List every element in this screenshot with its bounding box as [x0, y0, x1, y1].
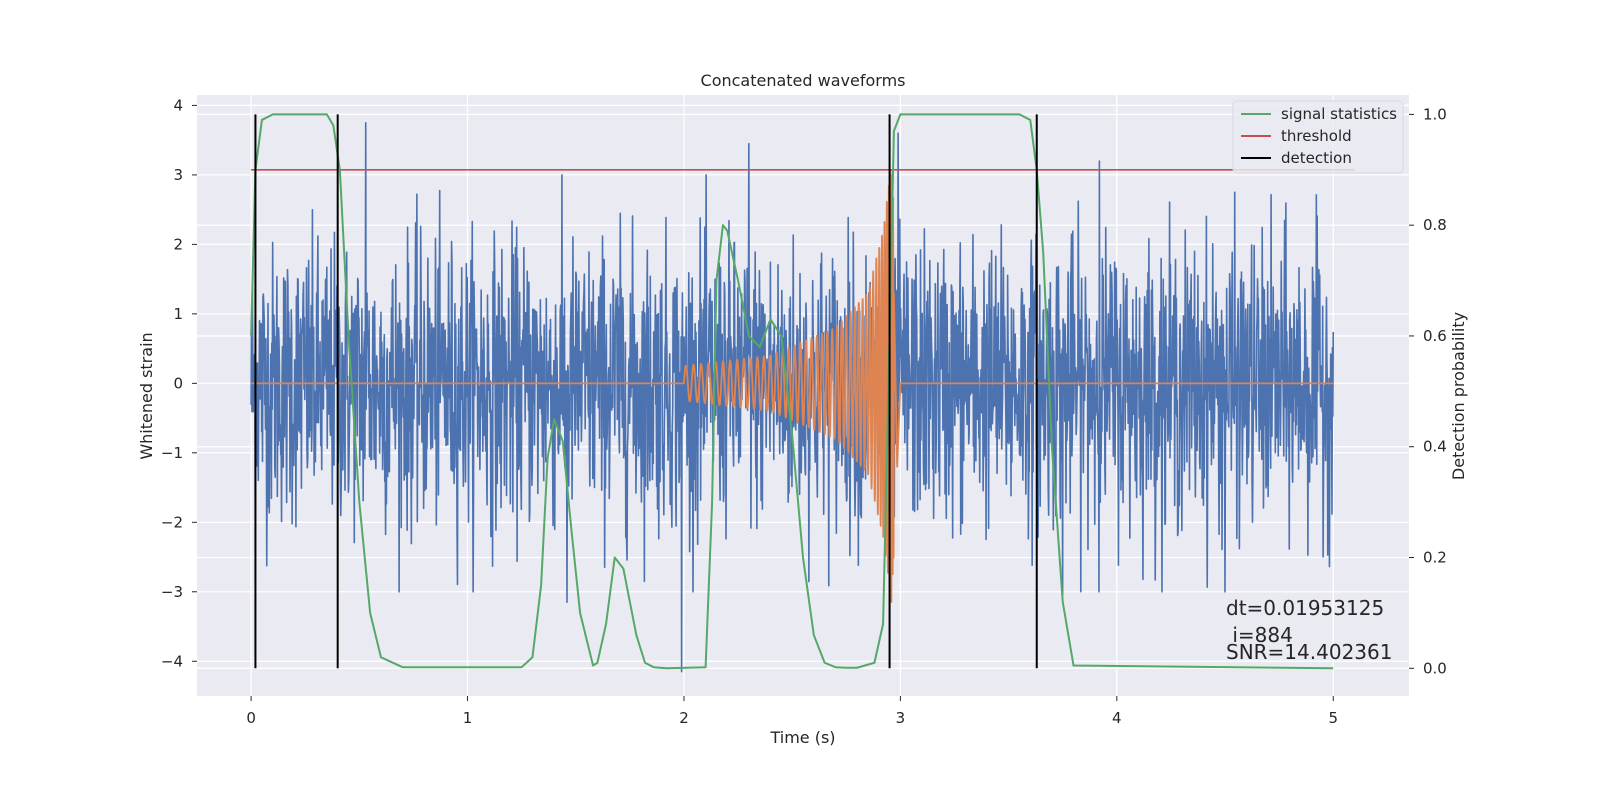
x-axis-title: Time (s) [769, 728, 835, 747]
y-tick-label-left: −1 [161, 444, 183, 462]
y-tick-label-right: 0.6 [1423, 327, 1447, 345]
y-tick-label-left: −4 [161, 652, 183, 670]
annotation-line: dt=0.01953125 [1226, 596, 1384, 620]
legend-label: signal statistics [1281, 105, 1397, 123]
annotation-line: SNR=14.402361 [1226, 640, 1392, 664]
legend-label: threshold [1281, 127, 1352, 145]
y-tick-label-left: −2 [161, 513, 183, 531]
x-tick-label: 5 [1328, 709, 1338, 727]
x-tick-label: 4 [1112, 709, 1122, 727]
tick-layer: 0 1 2 3 4 5 −4 −3 −2 −1 0 1 2 3 4 0.0 0.2 0.4 0.6 0.8 1.0 [161, 96, 1447, 727]
y-tick-label-right: 0.8 [1423, 216, 1447, 234]
y-tick-label-right: 1.0 [1423, 105, 1447, 123]
x-tick-label: 3 [896, 709, 906, 727]
y-axis-title-right: Detection probability [1449, 312, 1468, 480]
x-tick-label: 2 [679, 709, 689, 727]
annotation-line: i=884 [1226, 623, 1293, 647]
y-tick-label-right: 0.4 [1423, 438, 1447, 456]
y-tick-label-right: 0.2 [1423, 549, 1447, 567]
x-tick-label: 1 [463, 709, 473, 727]
legend-box [1232, 100, 1404, 174]
y-tick-label-left: −3 [161, 583, 183, 601]
y-tick-label-left: 2 [173, 235, 183, 253]
y-tick-label-left: 4 [173, 96, 183, 114]
chart-title: Concatenated waveforms [701, 71, 906, 90]
y-tick-label-left: 1 [173, 305, 183, 323]
y-axis-title-left: Whitened strain [137, 332, 156, 459]
series-injected-waveform [251, 169, 1334, 603]
y-tick-label-right: 0.0 [1423, 659, 1447, 677]
legend-label: detection [1281, 149, 1352, 167]
x-tick-label: 0 [246, 709, 256, 727]
legend: signal statistics threshold detection [1232, 100, 1404, 174]
series-layer [250, 113, 1355, 673]
y-tick-label-left: 3 [173, 166, 183, 184]
y-tick-label-left: 0 [173, 374, 183, 392]
